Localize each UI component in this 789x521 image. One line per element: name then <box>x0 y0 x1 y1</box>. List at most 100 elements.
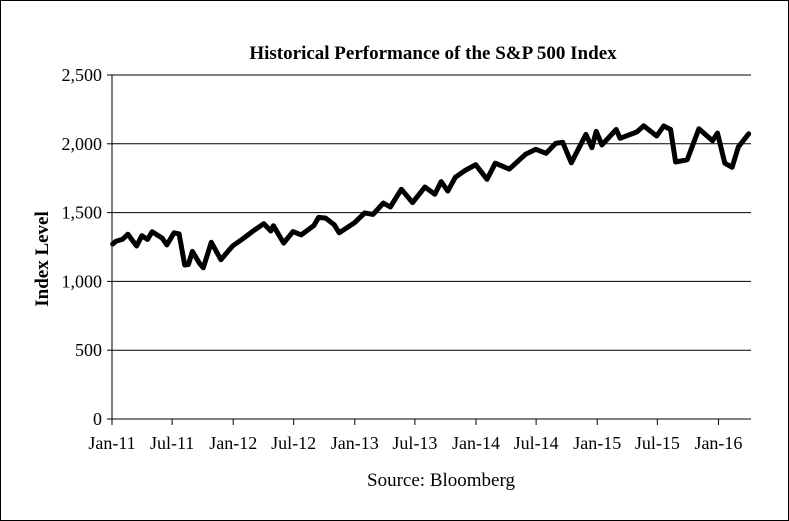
x-tick-label: Jan-15 <box>573 433 621 453</box>
series-group <box>110 123 752 271</box>
x-tick-label: Jan-13 <box>331 433 379 453</box>
data-point <box>150 230 154 234</box>
data-point <box>219 258 223 262</box>
data-point <box>226 250 230 254</box>
data-point <box>590 146 594 150</box>
y-tick-label: 1,500 <box>62 203 103 223</box>
data-point <box>433 192 437 196</box>
data-point <box>177 232 181 236</box>
data-point <box>655 134 659 138</box>
data-point <box>251 229 255 233</box>
data-point <box>156 234 160 238</box>
data-point <box>411 201 415 205</box>
data-point <box>209 240 213 244</box>
data-point <box>474 163 478 167</box>
y-tick-label: 1,000 <box>62 271 103 291</box>
y-tick-label: 0 <box>93 409 102 429</box>
data-point <box>388 205 392 209</box>
x-tick-label: Jan-11 <box>88 433 135 453</box>
data-point <box>685 158 689 162</box>
data-point <box>231 244 235 248</box>
data-point <box>262 222 266 226</box>
data-point <box>485 177 489 181</box>
data-point <box>453 175 457 179</box>
y-tick-label: 2,500 <box>62 65 103 85</box>
data-point <box>600 143 604 147</box>
data-point <box>716 131 719 135</box>
data-point <box>697 127 701 131</box>
x-tick-label: Jan-12 <box>209 433 257 453</box>
data-point <box>130 237 134 241</box>
data-point <box>190 249 194 253</box>
data-point <box>140 234 144 238</box>
x-tick-label: Jul-13 <box>392 433 437 453</box>
data-point <box>669 128 673 131</box>
chart-title: Historical Performance of the S&P 500 In… <box>249 43 617 64</box>
data-point <box>399 187 403 191</box>
y-tick-label: 2,000 <box>62 134 103 154</box>
data-point <box>662 124 666 128</box>
data-point <box>635 130 639 134</box>
data-point <box>569 161 573 165</box>
data-point <box>674 160 678 164</box>
data-point <box>544 151 548 155</box>
data-point <box>493 161 497 165</box>
data-point <box>201 266 205 270</box>
data-point <box>241 237 245 240</box>
data-point <box>747 132 751 136</box>
x-tick-label: Jul-12 <box>271 433 316 453</box>
data-point <box>172 231 176 235</box>
y-axis-ticks: 0 500 1,000 1,500 2,000 2,500 <box>62 65 112 429</box>
data-point <box>363 211 367 215</box>
series-line <box>110 123 752 271</box>
data-point <box>114 239 118 243</box>
data-point <box>120 237 124 241</box>
x-axis-ticks: Jan-11 Jul-11 Jan-12 Jul-12 Jan-13 Jul-13 Jan-… <box>88 419 742 453</box>
x-tick-label: Jan-16 <box>694 433 742 453</box>
data-point <box>160 236 164 240</box>
data-point <box>291 230 295 234</box>
data-point <box>618 136 622 140</box>
x-tick-label: Jul-11 <box>150 433 194 453</box>
data-point <box>642 124 646 128</box>
data-point <box>371 212 375 216</box>
data-point <box>446 189 450 193</box>
data-point <box>554 141 558 145</box>
data-point <box>730 165 734 169</box>
data-point <box>723 161 727 165</box>
data-point <box>312 224 316 227</box>
data-point <box>736 145 740 149</box>
data-point <box>524 152 527 156</box>
data-point <box>561 140 565 144</box>
x-tick-label: Jan-14 <box>452 433 500 453</box>
data-point <box>135 244 139 248</box>
x-tick-label: Jul-14 <box>514 433 559 453</box>
data-point <box>332 223 336 227</box>
data-point <box>534 147 538 151</box>
y-tick-label: 500 <box>75 340 102 360</box>
data-point <box>439 180 443 184</box>
data-point <box>352 221 356 225</box>
data-point <box>507 167 511 171</box>
data-point <box>186 263 190 266</box>
data-point <box>324 216 328 220</box>
data-point <box>269 229 273 233</box>
x-tick-label: Jul-15 <box>635 433 680 453</box>
data-point <box>381 201 385 205</box>
data-point <box>584 132 588 136</box>
data-point <box>463 169 467 172</box>
data-point <box>711 139 714 143</box>
data-point <box>299 233 303 237</box>
data-point <box>165 243 169 247</box>
data-point <box>614 128 618 131</box>
data-point <box>111 242 115 246</box>
data-point <box>198 262 202 266</box>
data-point <box>271 224 275 228</box>
data-point <box>126 232 130 236</box>
data-point <box>146 237 149 241</box>
gridlines <box>112 74 751 351</box>
data-point <box>183 263 187 267</box>
data-point <box>423 185 427 189</box>
